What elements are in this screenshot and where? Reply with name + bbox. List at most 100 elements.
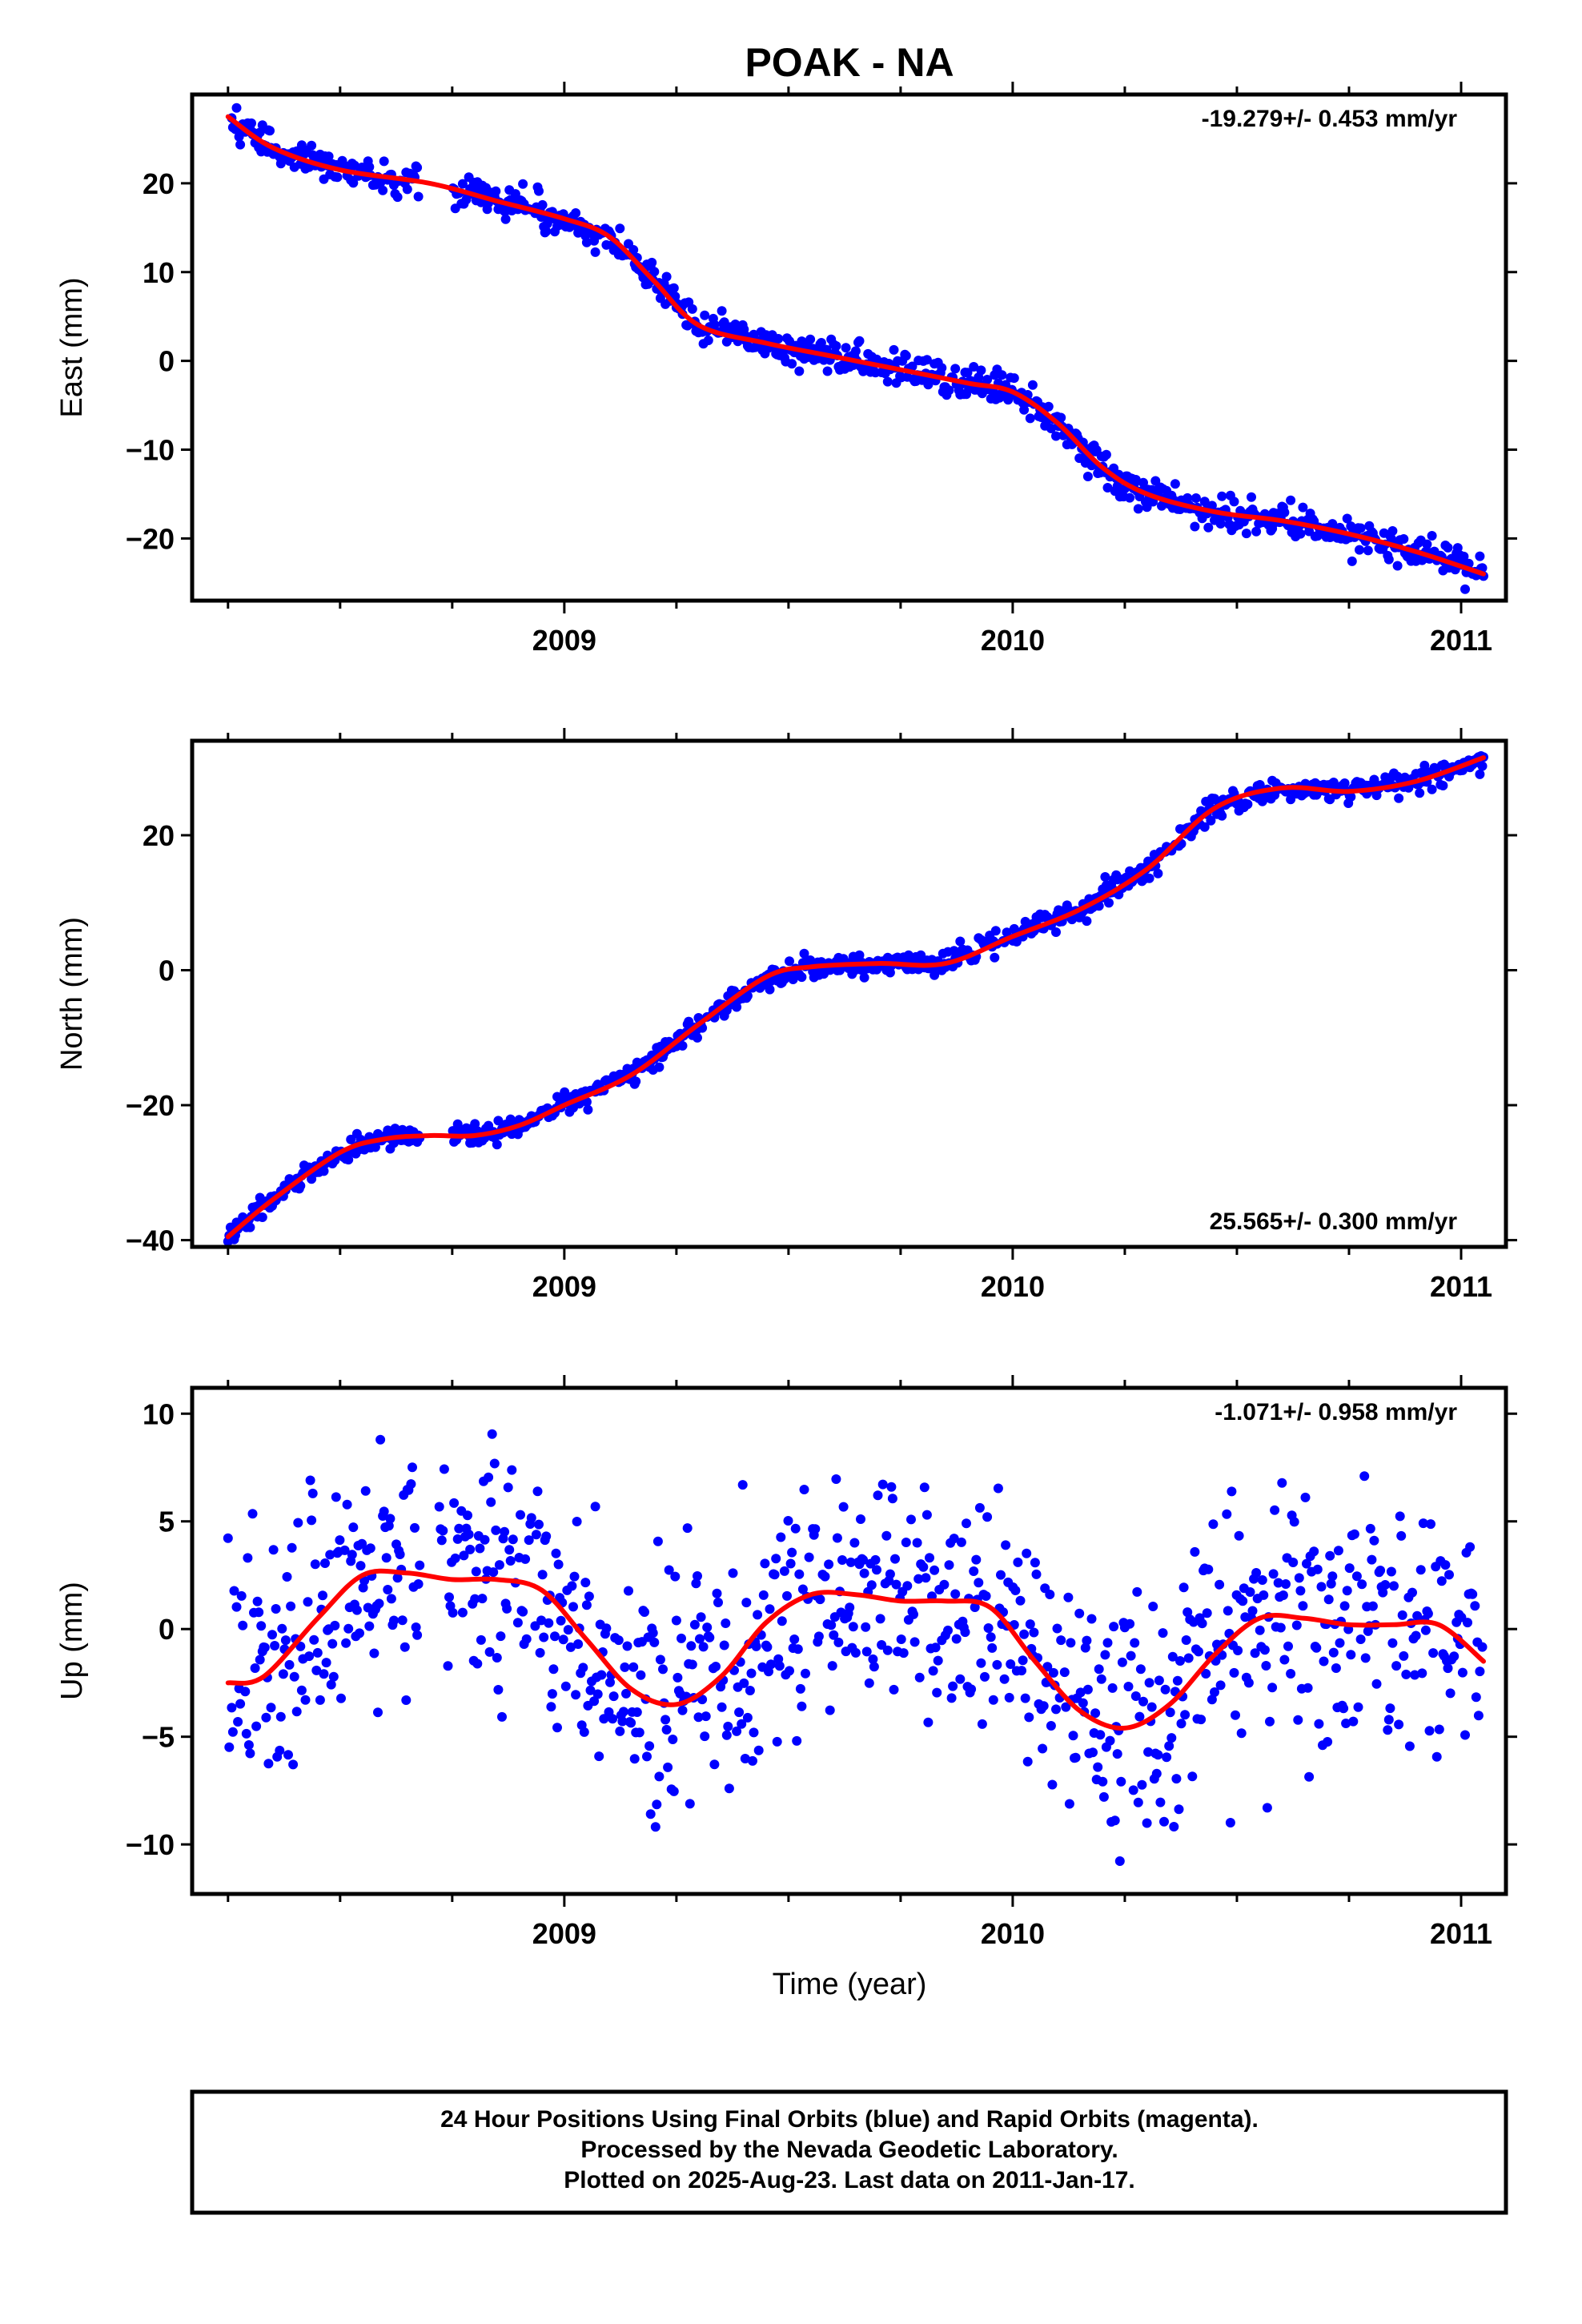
data-point: [236, 1590, 247, 1601]
data-point: [536, 1615, 547, 1626]
data-point: [717, 1702, 727, 1712]
data-point: [268, 1545, 279, 1555]
data-point: [470, 1594, 480, 1604]
data-point: [882, 1645, 893, 1655]
data-point: [235, 1699, 246, 1709]
y-axis-label: North (mm): [55, 917, 89, 1071]
data-point: [918, 1562, 929, 1572]
data-point: [400, 1642, 410, 1652]
data-point: [649, 267, 660, 277]
panel-2: 2009 2010 2011 −40 −20 0 20 North (mm) 25.565+/-…: [55, 728, 1517, 1303]
data-point: [1346, 792, 1356, 802]
data-point: [341, 1638, 351, 1648]
data-point: [859, 972, 869, 983]
x-tick-label: 2009: [532, 624, 596, 657]
data-point: [969, 362, 979, 372]
data-point: [1247, 492, 1256, 502]
data-point: [585, 1685, 596, 1695]
data-point: [632, 1707, 642, 1717]
data-point: [737, 1719, 747, 1729]
data-point: [914, 1672, 925, 1683]
data-point: [1346, 1650, 1356, 1660]
data-point: [669, 1786, 679, 1796]
data-point: [1056, 1635, 1066, 1646]
data-point: [454, 1523, 464, 1534]
data-point: [988, 1695, 998, 1705]
data-point: [955, 1674, 966, 1684]
data-point: [815, 1594, 825, 1605]
data-point: [901, 1538, 911, 1547]
data-point: [776, 1532, 786, 1542]
data-point: [1387, 1638, 1398, 1648]
data-point: [779, 1566, 789, 1576]
data-point: [629, 1754, 640, 1764]
data-point: [1428, 1648, 1439, 1659]
data-point: [1206, 815, 1216, 826]
data-point: [346, 1134, 356, 1144]
data-point: [1217, 491, 1227, 501]
data-point: [790, 1523, 801, 1534]
data-point: [1295, 1586, 1306, 1596]
data-point: [594, 1751, 604, 1762]
data-point: [1259, 1590, 1269, 1600]
data-point: [1302, 1558, 1311, 1569]
data-point: [724, 1783, 734, 1794]
data-point: [711, 1662, 721, 1671]
data-point: [1128, 1785, 1138, 1795]
data-point: [969, 1566, 979, 1576]
data-point: [877, 1640, 887, 1650]
data-point: [1154, 1675, 1164, 1686]
data-point: [999, 1674, 1010, 1684]
data-point: [539, 1632, 549, 1642]
data-point: [1190, 521, 1200, 532]
data-point: [966, 1684, 977, 1695]
data-point: [687, 1659, 697, 1670]
data-point: [319, 1669, 329, 1679]
data-point: [303, 1597, 313, 1607]
data-point: [1339, 1703, 1349, 1714]
data-point: [982, 1512, 993, 1522]
data-point: [960, 1627, 970, 1638]
data-point: [1424, 1726, 1435, 1736]
data-point: [992, 1659, 1002, 1670]
data-point: [1262, 1803, 1272, 1813]
data-point: [457, 1607, 468, 1618]
data-point: [240, 1687, 251, 1697]
data-point: [795, 1683, 805, 1694]
data-point: [1331, 1663, 1341, 1673]
data-point: [439, 1464, 449, 1474]
data-point: [615, 1726, 625, 1736]
data-point: [304, 1651, 315, 1662]
data-point: [412, 1630, 423, 1640]
data-point: [1371, 1679, 1382, 1689]
data-point: [1279, 1655, 1290, 1665]
data-point: [1070, 1752, 1081, 1763]
data-point: [648, 1628, 658, 1638]
data-point: [825, 1705, 835, 1715]
data-point: [266, 1703, 276, 1713]
data-point: [1426, 1519, 1435, 1530]
data-point: [670, 1571, 681, 1582]
data-point: [939, 1579, 950, 1590]
data-point: [933, 1655, 943, 1666]
data-point: [677, 1633, 686, 1643]
data-point: [642, 1751, 652, 1762]
data-point: [1110, 1815, 1120, 1826]
y-axis-label: Up (mm): [55, 1582, 89, 1700]
data-point: [357, 1538, 367, 1549]
data-point: [1452, 543, 1463, 553]
data-point: [728, 1568, 738, 1578]
data-point: [537, 1570, 548, 1580]
data-point: [552, 1723, 562, 1733]
data-point: [1267, 1683, 1278, 1693]
data-point: [1294, 1573, 1304, 1583]
data-point: [1293, 1715, 1303, 1725]
data-point: [255, 1655, 265, 1665]
data-point: [1024, 1712, 1034, 1723]
data-point: [1445, 1688, 1456, 1699]
data-point: [255, 127, 265, 138]
data-point: [928, 1666, 938, 1676]
data-point: [1109, 1622, 1119, 1632]
data-point: [283, 1750, 293, 1760]
data-point: [1217, 810, 1227, 821]
